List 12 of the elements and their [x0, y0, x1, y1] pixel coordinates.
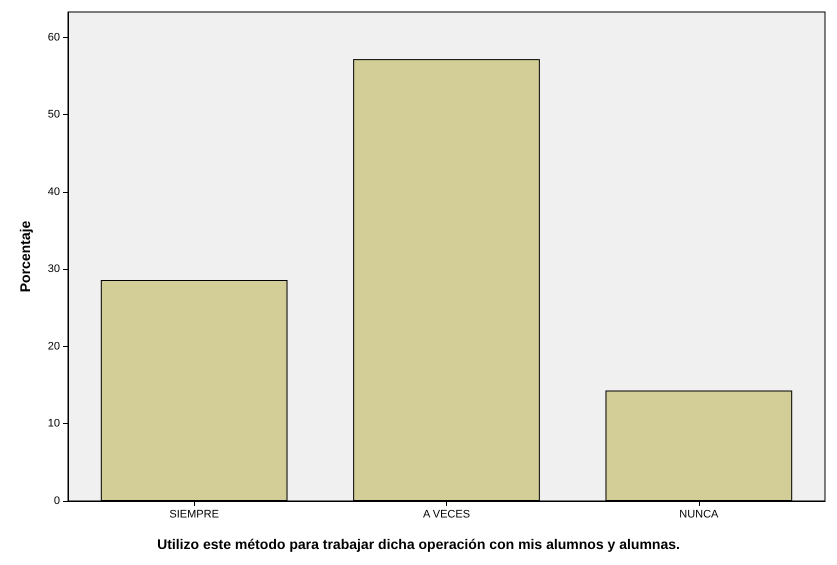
y-tick-label: 30	[48, 263, 60, 276]
y-axis-title: Porcentaje	[17, 220, 33, 292]
x-axis-title: Utilizo este método para trabajar dicha operación con mis alumnos y alumnas.	[157, 536, 680, 552]
x-tick-label: NUNCA	[679, 508, 720, 520]
y-tick-label: 60	[48, 31, 60, 44]
y-tick-label: 20	[48, 340, 60, 352]
y-tick-label: 10	[48, 418, 60, 430]
x-tick-label: SIEMPRE	[169, 508, 219, 520]
x-tick-label: A VECES	[422, 508, 470, 520]
y-tick-label: 40	[48, 186, 60, 198]
y-tick-label: 50	[48, 108, 60, 121]
y-tick-label: 0	[54, 495, 60, 507]
